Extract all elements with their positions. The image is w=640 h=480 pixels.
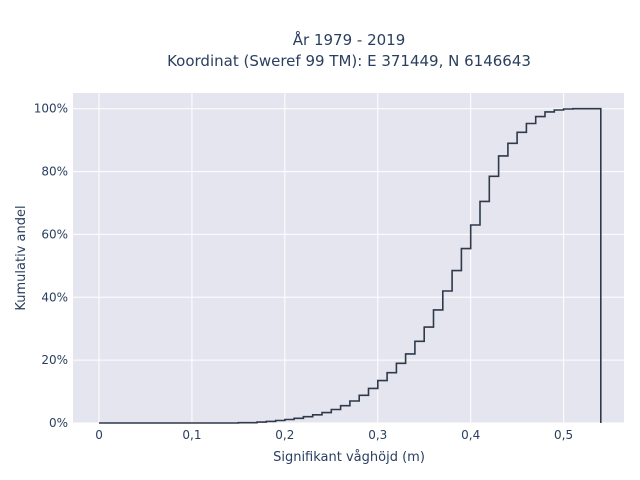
y-axis-ticks: 0% 20% 40% 60% 80% 100%	[34, 102, 68, 430]
y-tick-label: 80%	[41, 165, 68, 179]
y-tick-label: 0%	[49, 416, 68, 430]
y-tick-label: 20%	[41, 353, 68, 367]
x-tick-label: 0,2	[275, 428, 294, 442]
series-line	[99, 107, 602, 424]
x-tick-label: 0,1	[182, 428, 201, 442]
x-axis-title: Signifikant våghöjd (m)	[273, 450, 425, 465]
x-axis-ticks: 0 0,1 0,2 0,3 0,4 0,5	[95, 428, 573, 442]
x-tick-label: 0	[95, 428, 103, 442]
y-tick-label: 40%	[41, 290, 68, 304]
plot-area	[73, 93, 624, 423]
x-tick-label: 0,3	[368, 428, 387, 442]
y-tick-label: 60%	[41, 227, 68, 241]
y-axis-title: Kumulativ andel	[14, 205, 29, 310]
chart-title-line-2: Koordinat (Sweref 99 TM): E 371449, N 61…	[167, 52, 531, 70]
x-gridlines	[98, 93, 565, 423]
y-tick-label: 100%	[34, 102, 68, 116]
x-tick-label: 0,4	[461, 428, 480, 442]
x-tick-label: 0,5	[554, 428, 573, 442]
chart-title-line-1: År 1979 - 2019	[293, 30, 406, 49]
